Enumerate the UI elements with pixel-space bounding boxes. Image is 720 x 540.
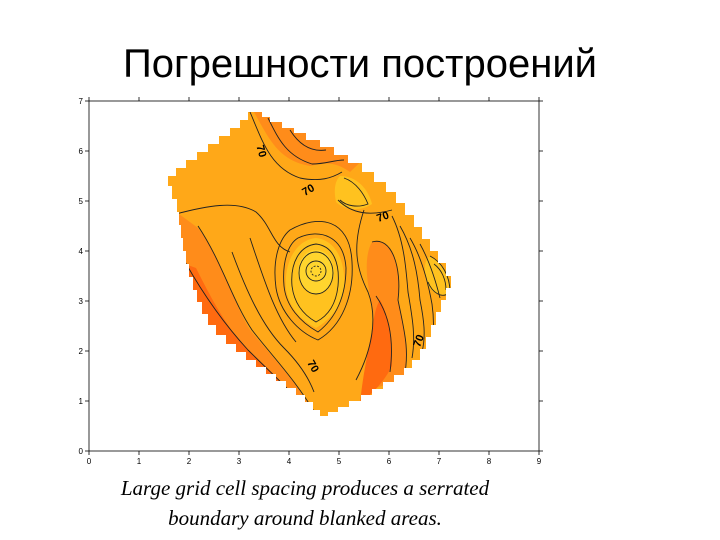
slide-title: Погрешности построений: [122, 42, 598, 86]
contour-line: [433, 263, 447, 291]
contour-line: [399, 225, 425, 353]
y-tick-label: 6: [79, 147, 84, 156]
contour-label: 70: [375, 209, 391, 224]
contour-label: 70: [304, 358, 321, 375]
contour-line: [310, 265, 322, 277]
contour-line: [267, 117, 345, 165]
contour-line: [197, 225, 319, 416]
contour-label: 70: [300, 182, 317, 199]
y-tick-label: 7: [79, 97, 84, 106]
x-tick-label: 7: [437, 457, 442, 466]
contour-line: [298, 251, 334, 295]
contour-line: [355, 209, 374, 381]
contour-line: [375, 295, 392, 373]
contour-line: [337, 199, 393, 214]
zone-dome-peak: [307, 262, 325, 280]
y-tick-labels: 0 1 2 3 4 5 6 7: [79, 97, 84, 456]
x-tick-labels: 0 1 2 3 4 5 6 7 8 9: [87, 457, 542, 466]
contour-line: [249, 237, 297, 343]
x-tick-label: 1: [137, 457, 142, 466]
contour-label: 70: [411, 333, 426, 349]
x-tick-label: 6: [387, 457, 392, 466]
contour-line: [249, 112, 343, 181]
y-tick-label: 5: [79, 197, 84, 206]
caption-line-2: boundary around blanked areas.: [168, 506, 442, 530]
y-tick-label: 1: [79, 397, 84, 406]
contour-line: [175, 204, 291, 253]
y-tick-label: 0: [79, 447, 84, 456]
zone-northeast-high: [334, 176, 372, 210]
contour-lines: [175, 112, 451, 416]
x-tick-label: 8: [487, 457, 492, 466]
x-tick-label: 2: [187, 457, 192, 466]
caption-line-1: Large grid cell spacing produces a serra…: [120, 476, 490, 500]
x-tick-label: 9: [537, 457, 542, 466]
zone-east-high: [424, 256, 451, 296]
contour-line: [419, 243, 441, 299]
contour-line: [289, 129, 327, 151]
contour-line: [339, 177, 369, 207]
contour-line: [305, 260, 327, 282]
x-tick-label: 5: [337, 457, 342, 466]
y-tick-label: 4: [79, 247, 84, 256]
y-tick-label: 2: [79, 347, 84, 356]
contour-labels: 70 70 70 70 70: [254, 144, 427, 375]
x-tick-label: 4: [287, 457, 292, 466]
contour-line: [283, 233, 347, 333]
contour-line: [391, 215, 415, 359]
y-tick-label: 3: [79, 297, 84, 306]
x-tick-label: 0: [87, 457, 92, 466]
contour-line: [291, 243, 339, 323]
contour-line: [371, 240, 407, 379]
contour-line: [231, 251, 315, 393]
tick-marks: [85, 97, 543, 455]
contour-line: [274, 220, 353, 341]
contour-label: 70: [254, 144, 269, 159]
x-tick-label: 3: [237, 457, 242, 466]
zone-southeast-low: [360, 300, 392, 404]
